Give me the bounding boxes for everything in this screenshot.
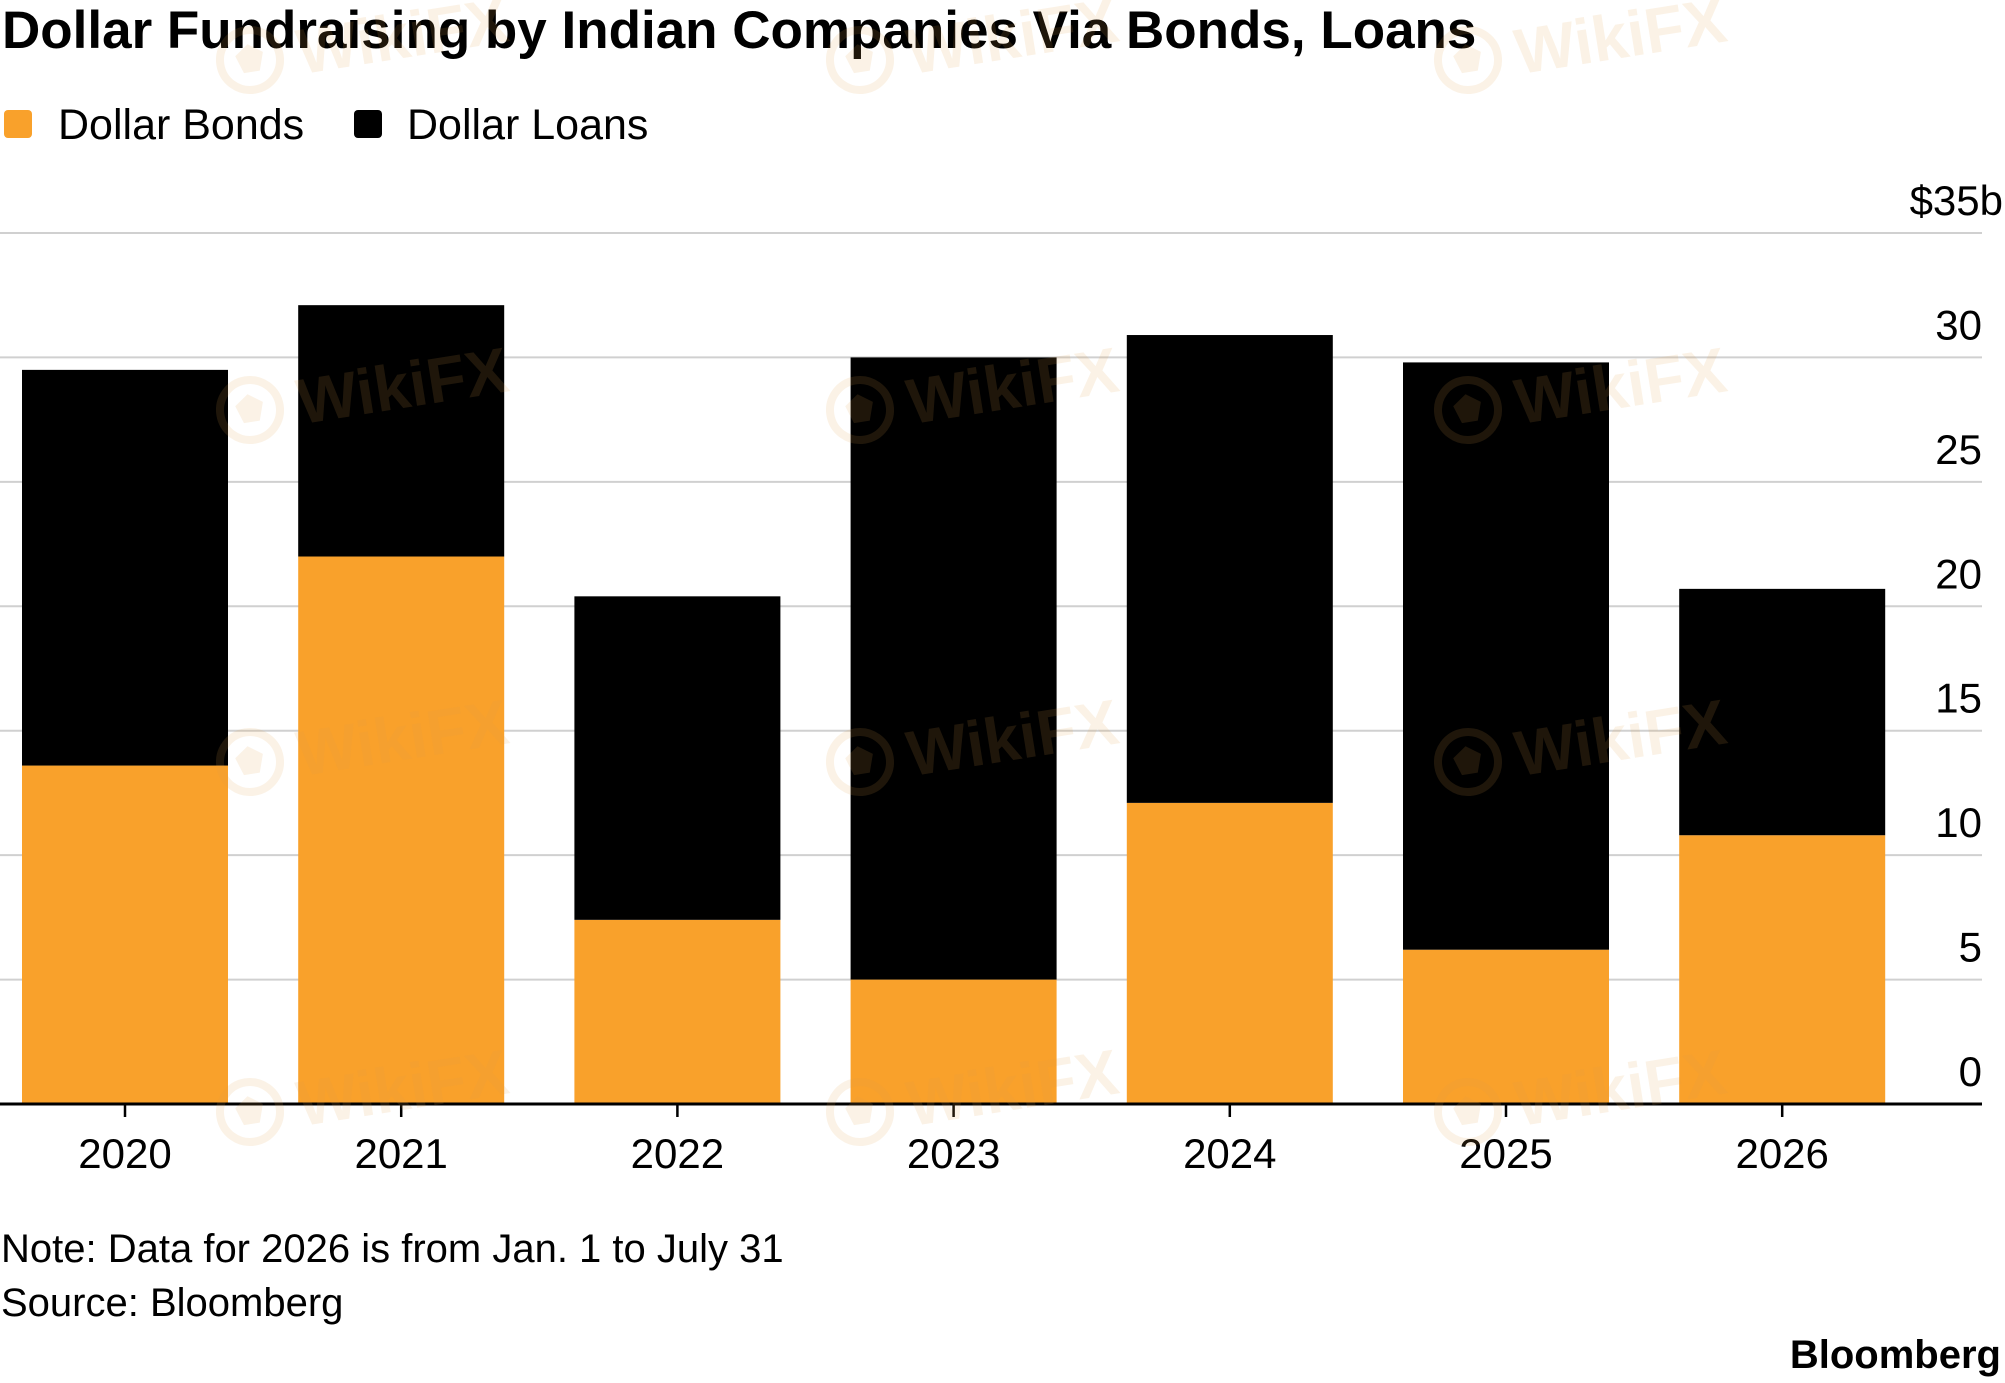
wikifx-logo-icon	[826, 376, 894, 444]
x-tick-label: 2021	[354, 1130, 447, 1177]
bar-dollar-loans-2024	[1126, 335, 1333, 803]
chart-note: Note: Data for 2026 is from Jan. 1 to Ju…	[1, 1227, 784, 1271]
wikifx-logo-icon	[826, 728, 894, 796]
y-tick-label: 0	[1959, 1048, 1982, 1095]
y-tick-label: 20	[1935, 550, 1982, 597]
wikifx-logo-icon	[216, 1078, 284, 1146]
bar-dollar-bonds-2023	[850, 979, 1057, 1104]
wikifx-logo-icon	[826, 1078, 894, 1146]
bar-dollar-loans-2020	[22, 369, 228, 766]
wikifx-logo-icon	[1434, 26, 1502, 94]
legend-label-dollar-loans: Dollar Loans	[407, 101, 648, 149]
bar-dollar-bonds-2022	[574, 919, 781, 1104]
watermark-text: WikiFX	[1510, 0, 1732, 88]
watermark-text: WikiFX	[1510, 334, 1732, 438]
bar-dollar-bonds-2024	[1126, 802, 1333, 1104]
y-tick-label: 10	[1935, 799, 1982, 846]
bloomberg-logo: Bloomberg	[1790, 1333, 2001, 1377]
wikifx-logo-icon	[1434, 376, 1502, 444]
wikifx-logo-icon	[216, 26, 284, 94]
x-tick-label: 2020	[78, 1130, 171, 1177]
legend: Dollar Bonds Dollar Loans	[4, 101, 648, 149]
bar-dollar-loans-2023	[850, 357, 1057, 980]
bar-dollar-bonds-2025	[1403, 949, 1609, 1104]
x-tick-label: 2026	[1735, 1130, 1828, 1177]
chart-source: Source: Bloomberg	[1, 1281, 343, 1325]
wikifx-logo-icon	[216, 728, 284, 796]
legend-label-dollar-bonds: Dollar Bonds	[58, 101, 304, 149]
watermark-text: WikiFX	[902, 0, 1124, 88]
wikifx-logo-icon	[1434, 1078, 1502, 1146]
y-tick-label: 5	[1959, 924, 1982, 971]
wikifx-logo-icon	[826, 26, 894, 94]
bar-dollar-loans-2022	[574, 596, 781, 920]
wikifx-logo-icon	[1434, 728, 1502, 796]
watermark-text: WikiFX	[292, 0, 514, 88]
legend-item-dollar-loans: Dollar Loans	[354, 101, 648, 149]
bar-dollar-bonds-2020	[22, 765, 228, 1104]
y-tick-label: 25	[1935, 426, 1982, 473]
bar-dollar-bonds-2026	[1679, 835, 1886, 1104]
legend-item-dollar-bonds: Dollar Bonds	[4, 101, 304, 149]
bar-dollar-loans-2025	[1403, 362, 1609, 950]
legend-swatch-dollar-loans	[354, 110, 382, 138]
chart-title: Dollar Fundraising by Indian Companies V…	[2, 1, 1476, 60]
wikifx-logo-icon	[216, 376, 284, 444]
y-tick-label: $35b	[1910, 177, 2003, 224]
x-tick-label: 2023	[907, 1130, 1000, 1177]
x-tick-label: 2024	[1183, 1130, 1276, 1177]
bars	[22, 305, 1886, 1104]
bar-dollar-loans-2021	[298, 305, 505, 557]
legend-swatch-dollar-bonds	[4, 110, 32, 138]
y-tick-label: 30	[1935, 301, 1982, 348]
y-tick-label: 15	[1935, 675, 1982, 722]
x-tick-label: 2025	[1459, 1130, 1552, 1177]
bar-dollar-loans-2026	[1679, 588, 1886, 836]
x-tick-label: 2022	[631, 1130, 724, 1177]
watermark: WikiFX	[1434, 0, 1732, 94]
bar-dollar-bonds-2021	[298, 556, 505, 1104]
